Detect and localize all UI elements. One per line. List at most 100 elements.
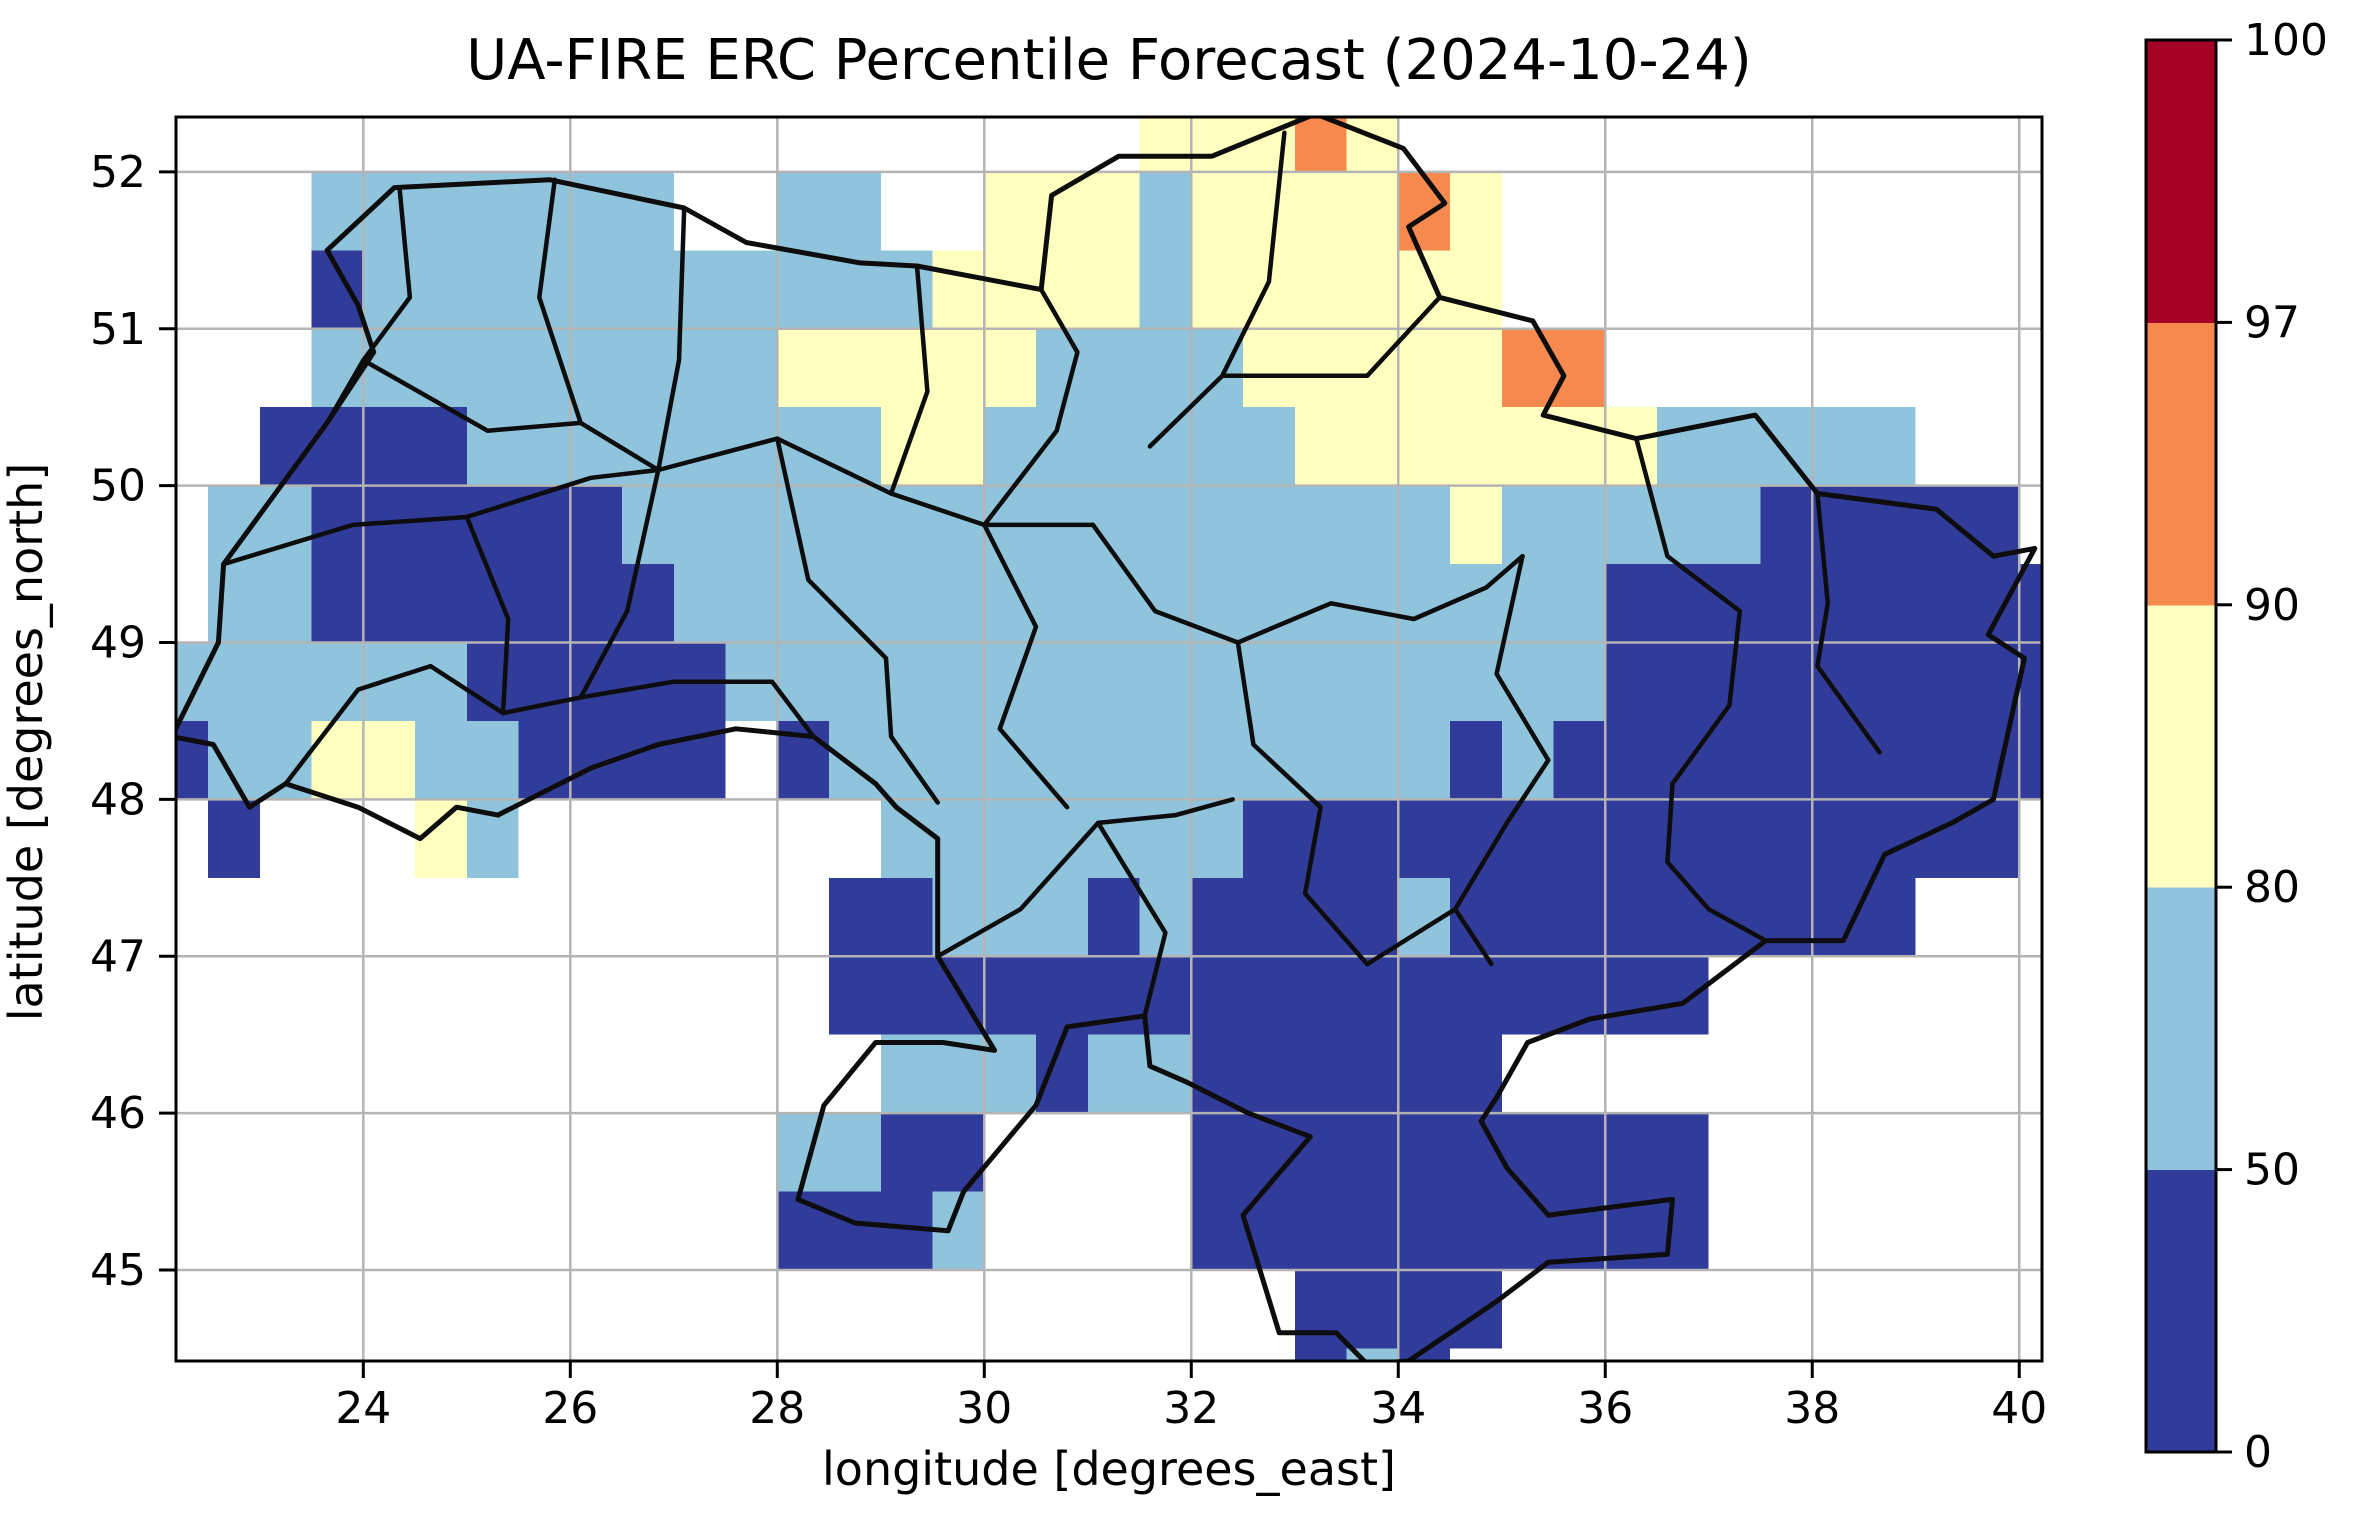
grid-cell: [1501, 877, 1554, 957]
gridlines: [176, 117, 2042, 1361]
oblast-boundary: [464, 514, 511, 716]
grid-cell: [1605, 720, 1658, 800]
grid-cell: [1605, 642, 1658, 721]
grid-cell: [1450, 1113, 1502, 1192]
grid-cell: [1915, 642, 1968, 721]
grid-cell: [1036, 564, 1088, 643]
grid-cell: [725, 485, 778, 565]
grid-cell: [1294, 171, 1347, 251]
oblast-boundary: [775, 436, 940, 805]
grid-cell: [1501, 564, 1554, 643]
grid-cell: [1553, 564, 1606, 643]
grid-cell: [1346, 642, 1399, 721]
grid-cell: [1346, 485, 1399, 565]
grid-cell: [1191, 956, 1244, 1035]
grid-cell: [1139, 642, 1192, 721]
grid-cell: [1967, 642, 2020, 721]
grid-cell: [1243, 642, 1295, 721]
colorbar-segment: [2146, 604, 2216, 888]
colorbar-segment: [2146, 1169, 2216, 1453]
grid-cell: [1294, 1191, 1347, 1271]
grid-cell: [673, 407, 726, 486]
grid-cell: [829, 877, 881, 957]
grid-cell: [1087, 642, 1140, 721]
grid-cell: [415, 485, 467, 565]
grid-cell: [1967, 799, 2020, 878]
grid-cell: [1450, 720, 1502, 800]
oblast-boundary: [982, 287, 1080, 528]
grid-cell: [208, 642, 260, 721]
grid-cell: [518, 171, 571, 251]
grid-cell: [1450, 564, 1502, 643]
grid-cell: [311, 407, 364, 486]
grid-cell: [1812, 720, 1864, 800]
grid-cell: [1139, 117, 1192, 172]
grid-cell: [518, 720, 571, 800]
grid-cell: [259, 642, 312, 721]
grid-cell: [1657, 720, 1709, 800]
grid-cell: [1501, 407, 1554, 486]
grid-cell: [1967, 720, 2020, 800]
grid-cell: [1657, 564, 1709, 643]
grid-cell: [1501, 799, 1554, 878]
grid-cell: [829, 1113, 881, 1192]
grid-cell: [1243, 171, 1295, 251]
grid-cell: [1398, 956, 1451, 1035]
grid-cell: [466, 407, 519, 486]
y-tick-label: 51: [90, 304, 146, 355]
grid-cell: [1657, 407, 1709, 486]
grid-cell: [208, 564, 260, 643]
grid-cell: [984, 250, 1037, 329]
y-tick-label: 47: [90, 931, 146, 982]
grid-cell: [984, 171, 1037, 251]
grid-cell: [932, 485, 985, 565]
oblast-boundary: [1815, 491, 1882, 755]
grid-cell: [1915, 720, 1968, 800]
colorbar: 0 50 80 90 97 100: [2144, 15, 2328, 1478]
colorbar-tick-label: 50: [2244, 1145, 2300, 1196]
grid-cell: [363, 720, 416, 800]
grid-cell: [1398, 1113, 1451, 1192]
grid-cell: [570, 250, 623, 329]
grid-cell: [1398, 1270, 1451, 1349]
colorbar-tick-label: 100: [2244, 15, 2328, 66]
grid-cell: [466, 720, 519, 800]
grid-cell: [1553, 642, 1606, 721]
grid-cell: [1553, 799, 1606, 878]
grid-cell: [1398, 720, 1451, 800]
grid-cell: [1760, 564, 1813, 643]
grid-cell: [1398, 642, 1451, 721]
grid-cell: [1760, 877, 1813, 957]
grid-cell: [570, 642, 623, 721]
grid-cell: [1346, 250, 1399, 329]
grid-cell: [1346, 407, 1399, 486]
grid-cell: [777, 1191, 830, 1271]
grid-cell: [1398, 799, 1451, 878]
grid-cell: [1191, 485, 1244, 565]
grid-cell: [829, 171, 881, 251]
grid-cell: [932, 250, 985, 329]
oblast-boundary: [1665, 608, 1768, 943]
grid-cell: [1243, 877, 1295, 957]
grid-cell: [1708, 720, 1761, 800]
x-tick-label: 40: [1991, 1383, 2047, 1434]
national-boundary: [176, 117, 2038, 1361]
grid-cell: [1501, 642, 1554, 721]
grid-cell: [1294, 956, 1347, 1035]
y-tick-label: 46: [90, 1088, 146, 1139]
grid-cell: [1450, 799, 1502, 878]
grid-cell: [1243, 1034, 1295, 1114]
grid-cell: [1657, 1113, 1709, 1192]
grid-cell: [1243, 485, 1295, 565]
grid-cell: [1294, 1034, 1347, 1114]
grid-cell: [1191, 117, 1244, 172]
grid-cell: [984, 328, 1037, 408]
oblast-boundary: [1090, 522, 1525, 645]
grid-cell: [176, 720, 209, 800]
grid-cell: [829, 407, 881, 486]
grid-cell: [1657, 642, 1709, 721]
grid-cell: [363, 564, 416, 643]
oblast-boundary: [1220, 295, 1442, 379]
grid-cell: [1708, 564, 1761, 643]
grid-cell: [1398, 485, 1451, 565]
